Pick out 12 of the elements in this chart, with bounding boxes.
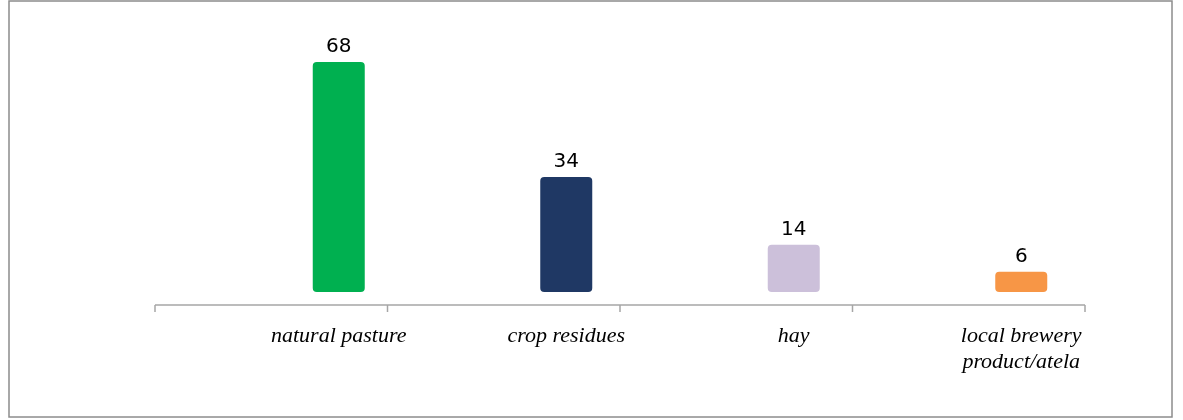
data-label: 14 <box>781 215 807 240</box>
data-label: 34 <box>553 148 579 172</box>
bar <box>995 271 1048 292</box>
data-label: 68 <box>326 33 352 57</box>
bar <box>312 62 365 292</box>
x-tick-label: crop residues <box>507 322 626 347</box>
x-tick-label: local brewery product/atela <box>960 322 1082 373</box>
bar <box>767 244 820 292</box>
data-label: 6 <box>1014 242 1028 267</box>
x-tick-label: hay <box>777 322 810 347</box>
bar <box>540 177 593 292</box>
x-tick-label: natural pasture <box>271 322 407 347</box>
